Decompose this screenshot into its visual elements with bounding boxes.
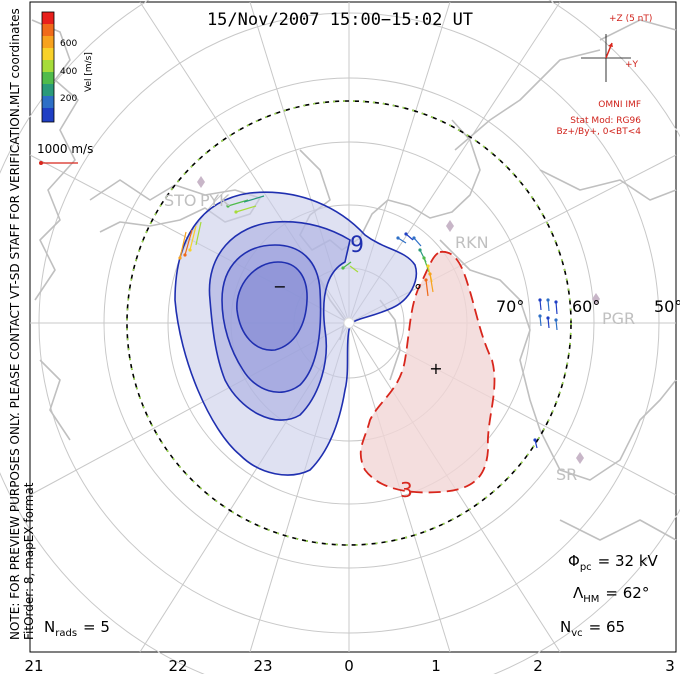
colorbar-swatch bbox=[42, 36, 54, 48]
imf-source: OMNI IMF bbox=[598, 100, 641, 110]
station-labels: STO PYK RKN PGR SR bbox=[164, 191, 635, 484]
colorbar-tick-400: 400 bbox=[60, 67, 77, 77]
fitorder-label: FitOrder: 8, mapEX format bbox=[22, 482, 36, 640]
colorbar-swatch bbox=[42, 96, 54, 108]
coordinate-system-label: MLT coordinates bbox=[8, 8, 22, 105]
heppner-maynard-latitude: ΛHM = 62° bbox=[573, 584, 649, 605]
boundary-velocity-markers bbox=[126, 100, 572, 546]
colorbar-swatch bbox=[42, 48, 54, 60]
mlt-tick-0: 0 bbox=[344, 657, 354, 674]
colorbar-label: Vel [m/s] bbox=[84, 52, 94, 92]
scale-vector-origin bbox=[39, 161, 43, 165]
latitude-label-60: 60° bbox=[572, 297, 600, 316]
mlt-tick-1: 1 bbox=[431, 657, 441, 674]
imf-z-label: +Z (5 nT) bbox=[609, 14, 652, 24]
imf-vector-head bbox=[608, 43, 613, 47]
pole-marker bbox=[343, 317, 355, 329]
velocity-vector-origins bbox=[178, 204, 558, 442]
positive-contour-label: 3 bbox=[400, 478, 413, 502]
fit-statistics: Φpc = 32 kV ΛHM = 62° Nvc = 65 Nrads = 5 bbox=[44, 552, 659, 639]
colorbar-swatch bbox=[42, 60, 54, 72]
vector-count: Nvc = 65 bbox=[560, 618, 625, 639]
station-label-pyk: PYK bbox=[200, 191, 230, 210]
station-label-sto: STO bbox=[164, 191, 197, 210]
mlt-tick-21: 21 bbox=[24, 657, 43, 674]
negative-contour-label: 9 bbox=[350, 233, 364, 258]
colorbar-tick-200: 200 bbox=[60, 94, 77, 104]
colorbar-swatch bbox=[42, 24, 54, 36]
velocity-colorbar: 600 400 200 Vel [m/s] bbox=[41, 11, 94, 123]
mlt-tick-2: 2 bbox=[533, 657, 543, 674]
map-title: 15/Nov/2007 15:00−15:02 UT bbox=[207, 10, 473, 30]
colorbar-swatch bbox=[42, 84, 54, 96]
mlt-tick-22: 22 bbox=[168, 657, 187, 674]
imf-y-label: +Y bbox=[625, 60, 639, 70]
velocity-vectors bbox=[179, 195, 558, 449]
scale-vector-label: 1000 m/s bbox=[37, 142, 93, 156]
plot-frame bbox=[29, 1, 677, 653]
station-markers bbox=[197, 176, 600, 464]
radar-count: Nrads = 5 bbox=[44, 618, 110, 639]
imf-condition: Bz+/By+, 0<BT<4 bbox=[557, 127, 642, 137]
polar-cap-potential: Φpc = 32 kV bbox=[568, 552, 659, 573]
stat-model: Stat Mod: RG96 bbox=[570, 116, 641, 126]
colorbar-swatch bbox=[42, 12, 54, 24]
preview-note: NOTE: FOR PREVIEW PURPOSES ONLY. PLEASE … bbox=[8, 104, 22, 640]
station-label-pgr: PGR bbox=[602, 309, 635, 328]
colorbar-swatch bbox=[42, 72, 54, 84]
latitude-labels: 70° 60° 50° ° bbox=[414, 281, 680, 316]
potential-maximum-marker: + bbox=[429, 359, 442, 378]
latitude-label-partial: ° bbox=[414, 281, 422, 300]
positive-convection-cell: + 3 bbox=[359, 251, 496, 502]
station-label-rkn: RKN bbox=[455, 233, 489, 252]
mlt-axis: 21 22 23 0 1 2 3 bbox=[24, 657, 674, 674]
potential-minimum-marker: − bbox=[273, 277, 286, 296]
colorbar-swatch bbox=[42, 108, 54, 122]
mlt-tick-23: 23 bbox=[253, 657, 272, 674]
colorbar-outline bbox=[41, 11, 55, 123]
latitude-label-50: 50° bbox=[654, 297, 680, 316]
imf-clock-dial: +Z (5 nT) +Y OMNI IMF Stat Mod: RG96 Bz+… bbox=[557, 14, 653, 137]
negative-contour-inner bbox=[236, 261, 308, 351]
station-label-sr: SR bbox=[556, 465, 577, 484]
mlt-tick-3: 3 bbox=[665, 657, 675, 674]
latitude-label-70: 70° bbox=[496, 297, 524, 316]
positive-contour-outer bbox=[359, 251, 496, 494]
colorbar-tick-600: 600 bbox=[60, 39, 77, 49]
negative-convection-cell: − 9 bbox=[174, 191, 417, 476]
